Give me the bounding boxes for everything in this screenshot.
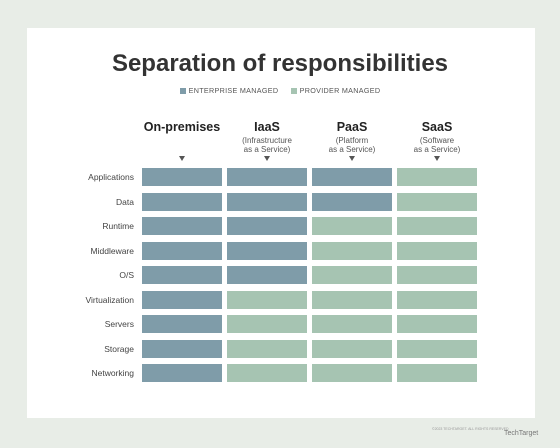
- legend-label-enterprise: ENTERPRISE MANAGED: [188, 86, 279, 95]
- down-arrow-icon: [178, 156, 185, 161]
- cell-provider-managed: [227, 364, 307, 382]
- legend: ENTERPRISE MANAGED PROVIDER MANAGED: [0, 86, 560, 96]
- diagram-title: Separation of responsibilities: [111, 50, 449, 77]
- column-subtitle: (Software as a Service): [413, 136, 461, 154]
- cell-enterprise-managed: [142, 168, 222, 186]
- cell-enterprise-managed: [142, 315, 222, 333]
- cell-enterprise-managed: [312, 168, 392, 186]
- cell-provider-managed: [397, 290, 477, 309]
- cell-enterprise-managed: [227, 266, 307, 284]
- cell-provider-managed: [397, 315, 477, 333]
- row-label: Middleware: [90, 245, 134, 256]
- down-arrow-icon: [348, 156, 355, 161]
- legend-swatch-enterprise: [179, 87, 186, 94]
- cell-enterprise-managed: [227, 217, 307, 235]
- column-subtitle: (Platform as a Service): [328, 136, 376, 154]
- cell-provider-managed: [397, 168, 477, 186]
- column-header-3: SaaS (Software as a Service): [391, 120, 483, 154]
- cell-provider-managed: [312, 364, 392, 382]
- cell-enterprise-managed: [227, 192, 307, 211]
- cell-enterprise-managed: [142, 241, 222, 260]
- row-label: Storage: [104, 343, 134, 354]
- cell-provider-managed: [312, 339, 392, 358]
- legend-item-enterprise: ENTERPRISE MANAGED: [179, 86, 279, 95]
- row-label: Data: [116, 196, 134, 207]
- cell-provider-managed: [312, 241, 392, 260]
- cell-enterprise-managed: [142, 192, 222, 211]
- legend-label-provider: PROVIDER MANAGED: [299, 86, 381, 95]
- column-name: PaaS: [336, 120, 368, 134]
- legend-item-provider: PROVIDER MANAGED: [290, 86, 381, 95]
- cell-provider-managed: [397, 364, 477, 382]
- copyright-notice: ©2023 TECHTARGET. ALL RIGHTS RESERVED: [432, 427, 509, 431]
- legend-swatch-provider: [290, 87, 297, 94]
- cell-enterprise-managed: [142, 339, 222, 358]
- cell-provider-managed: [312, 290, 392, 309]
- column-header-2: PaaS (Platform as a Service): [306, 120, 398, 154]
- down-arrow-icon: [433, 156, 440, 161]
- cell-provider-managed: [312, 266, 392, 284]
- cell-provider-managed: [397, 266, 477, 284]
- row-label: Networking: [91, 368, 134, 378]
- cell-provider-managed: [397, 192, 477, 211]
- cell-provider-managed: [397, 241, 477, 260]
- cell-provider-managed: [397, 339, 477, 358]
- cell-enterprise-managed: [312, 192, 392, 211]
- cell-provider-managed: [227, 339, 307, 358]
- down-arrow-icon: [263, 156, 270, 161]
- column-header-1: IaaS (Infrastructure as a Service): [221, 120, 313, 154]
- column-name: SaaS: [421, 120, 453, 134]
- row-label: O/S: [119, 270, 134, 280]
- cell-provider-managed: [312, 315, 392, 333]
- cell-provider-managed: [227, 290, 307, 309]
- cell-enterprise-managed: [142, 290, 222, 309]
- row-label: Servers: [104, 319, 134, 329]
- row-label: Applications: [88, 172, 134, 182]
- cell-provider-managed: [227, 315, 307, 333]
- cell-enterprise-managed: [142, 364, 222, 382]
- row-label: Virtualization: [85, 294, 134, 305]
- column-header-0: On-premises: [136, 120, 228, 134]
- column-subtitle: (Infrastructure as a Service): [242, 136, 292, 154]
- cell-enterprise-managed: [227, 241, 307, 260]
- column-name: IaaS: [254, 120, 280, 134]
- cell-enterprise-managed: [227, 168, 307, 186]
- cell-enterprise-managed: [142, 217, 222, 235]
- column-name: On-premises: [143, 120, 221, 134]
- cell-provider-managed: [312, 217, 392, 235]
- row-label: Runtime: [102, 221, 134, 231]
- cell-enterprise-managed: [142, 266, 222, 284]
- techtarget-logo: TechTarget: [504, 430, 539, 437]
- cell-provider-managed: [397, 217, 477, 235]
